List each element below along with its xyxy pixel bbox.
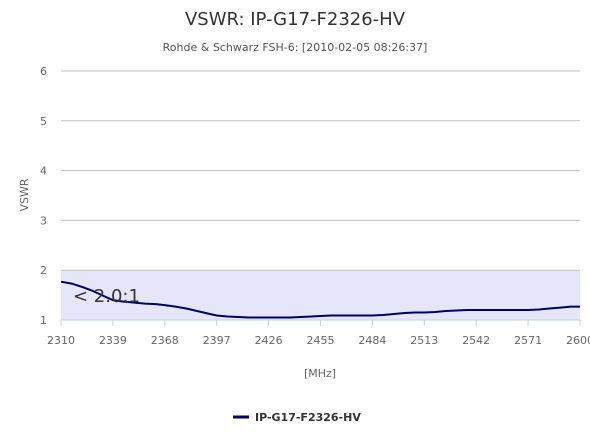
y-tick-label: 2 xyxy=(40,264,47,277)
y-axis-title: VSWR xyxy=(18,178,31,211)
plot-band xyxy=(61,270,580,320)
legend-label: IP-G17-F2326-HV xyxy=(255,411,361,424)
x-tick-label: 2310 xyxy=(47,334,75,347)
x-axis-title: [MHz] xyxy=(304,367,336,380)
label-layer: < 2.0:1 xyxy=(73,286,140,307)
series-line[interactable] xyxy=(60,280,580,319)
x-tick-label: 2426 xyxy=(255,334,283,347)
y-tick-label: 4 xyxy=(40,165,47,178)
series-layer xyxy=(60,280,580,319)
axis-layer: 1 2 3 4 5 6 2310 2339 2368 2397 2426 2455 2484 2513 25… xyxy=(40,65,590,347)
x-tick-label: 2542 xyxy=(462,334,490,347)
x-tick-label: 2513 xyxy=(410,334,438,347)
x-tick-label: 2600 xyxy=(566,334,590,347)
x-tick-label: 2368 xyxy=(151,334,179,347)
legend[interactable]: IP-G17-F2326-HV xyxy=(233,411,361,424)
y-tick-label: 5 xyxy=(40,115,47,128)
plot-band-layer xyxy=(61,270,580,320)
y-tick-label: 3 xyxy=(40,214,47,227)
x-tick-label: 2339 xyxy=(99,334,127,347)
y-tick-label: 6 xyxy=(40,65,47,78)
grid-layer xyxy=(61,70,580,321)
x-tick-label: 2455 xyxy=(307,334,335,347)
x-tick-label: 2484 xyxy=(358,334,386,347)
y-tick-label: 1 xyxy=(40,314,47,327)
x-tick-label: 2397 xyxy=(203,334,231,347)
plot-band-label: < 2.0:1 xyxy=(73,286,140,307)
chart-subtitle: Rohde & Schwarz FSH-6: [2010-02-05 08:26… xyxy=(163,41,428,54)
chart-title: VSWR: IP-G17-F2326-HV xyxy=(185,9,406,30)
x-tick-label: 2571 xyxy=(514,334,542,347)
